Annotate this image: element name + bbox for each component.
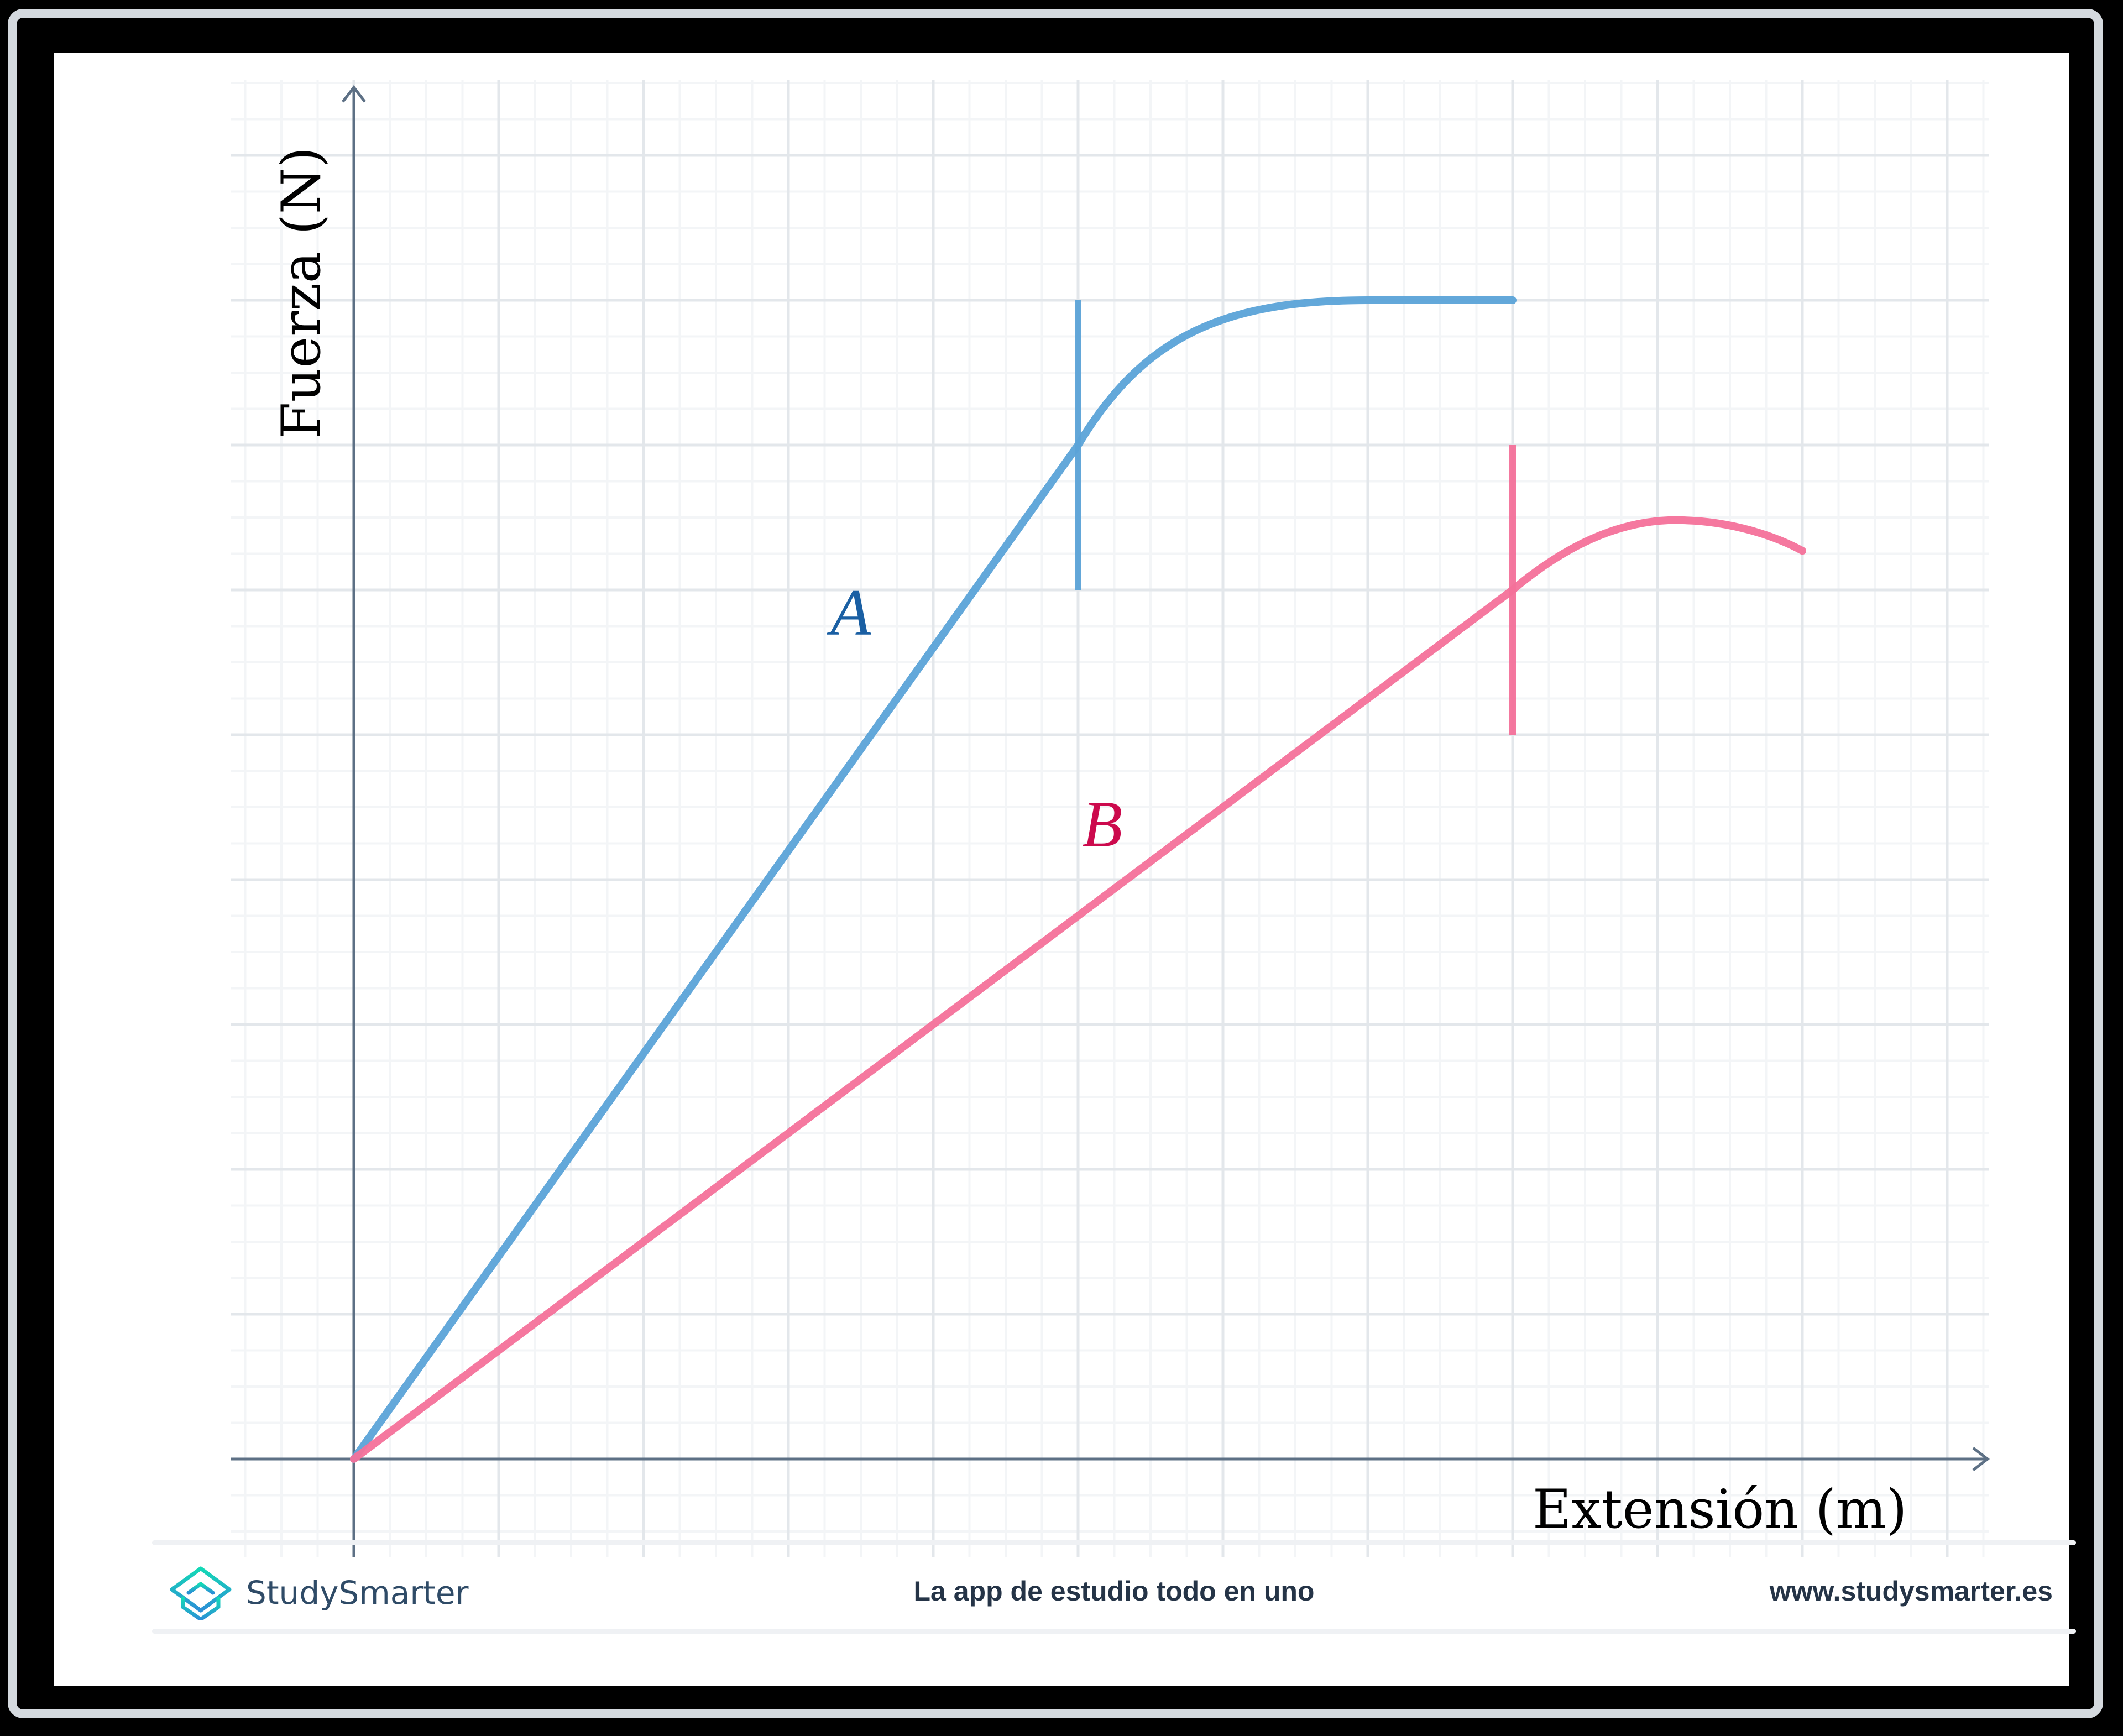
curve-label-a: A (830, 576, 871, 649)
studysmarter-logo[interactable]: StudySmarter (168, 1565, 468, 1620)
figure-card: Fuerza (N) Extensión (m) A B (54, 53, 2076, 1686)
data-series (350, 296, 1806, 1463)
chart-area: Fuerza (N) Extensión (m) A B (231, 80, 1997, 1561)
axes (231, 85, 1990, 1557)
box-logo-icon (170, 1566, 232, 1620)
curve-b (350, 516, 1806, 1463)
minor-grid (231, 80, 1989, 1557)
footer: StudySmarter La app de estudio todo en u… (152, 1554, 2076, 1626)
tagline: La app de estudio todo en uno (913, 1576, 1315, 1607)
y-axis-label: Fuerza (N) (270, 147, 332, 439)
website-link[interactable]: www.studysmarter.es (1769, 1576, 2053, 1607)
footer-divider-top (152, 1540, 2076, 1545)
curve-label-b: B (1082, 787, 1123, 861)
brand-name: StudySmarter (246, 1574, 469, 1612)
footer-divider-bottom (152, 1629, 2076, 1634)
curve-a (350, 296, 1517, 1463)
x-axis-label: Extensión (m) (1533, 1478, 1907, 1540)
chart-plot (231, 80, 1990, 1557)
